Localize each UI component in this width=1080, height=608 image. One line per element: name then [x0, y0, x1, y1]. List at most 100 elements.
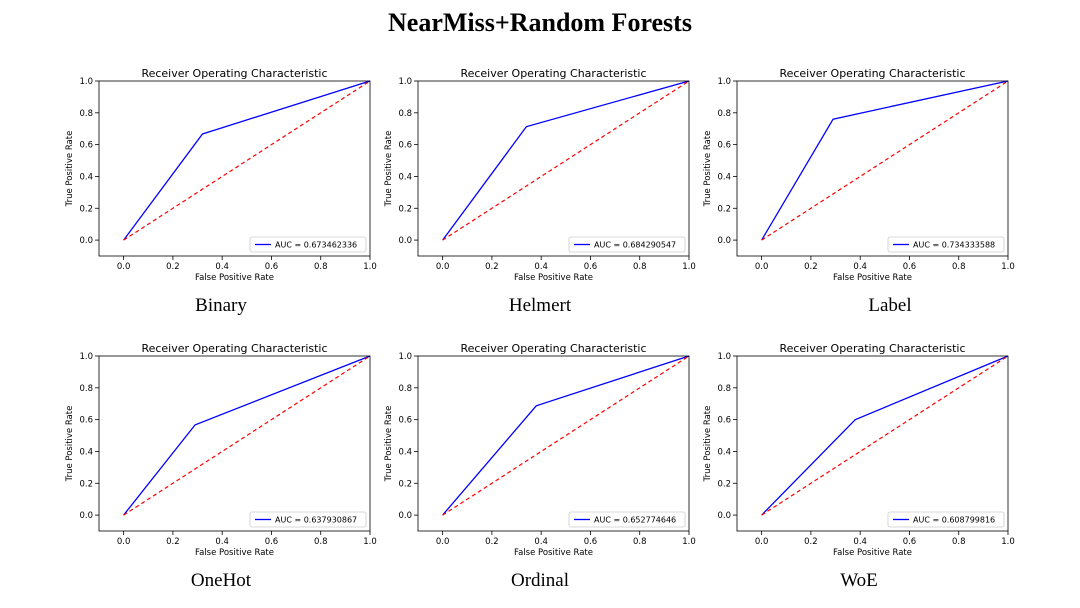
chart-title: Receiver Operating Characteristic [779, 67, 965, 80]
roc-panel-ordinal: Receiver Operating Characteristic 0.0 0.2 0… [379, 341, 709, 558]
roc-curve-line [442, 80, 690, 241]
x-axis-label: False Positive Rate [514, 273, 593, 283]
x-tick-label: 0.6 [903, 262, 917, 272]
legend-entry: AUC = 0.673462336 [275, 241, 357, 250]
y-tick-label: 0.6 [717, 416, 731, 426]
x-axis-label: False Positive Rate [514, 548, 593, 558]
chart-title: Receiver Operating Characteristic [460, 342, 646, 355]
roc-panel-woe: Receiver Operating Characteristic 0.0 0.2 0… [698, 341, 1028, 558]
x-tick-label: 1.0 [682, 262, 696, 272]
y-axis-label: True Positive Rate [703, 131, 713, 208]
plot-frame [736, 355, 1009, 532]
caption-helmert: Helmert [508, 295, 572, 316]
legend-box [887, 236, 1005, 253]
y-tick-label: 0.8 [398, 384, 412, 394]
roc-panel-label: Receiver Operating Characteristic 0.0 0.2 0… [698, 66, 1028, 283]
roc-chart-ordinal: Receiver Operating Characteristic 0.0 0.2 0… [384, 342, 696, 558]
x-tick-label: 0.0 [755, 262, 769, 272]
roc-panel-onehot: Receiver Operating Characteristic 0.0 0.2 0… [60, 341, 390, 558]
x-tick-label: 0.8 [952, 537, 966, 547]
y-tick-label: 0.8 [398, 109, 412, 119]
x-tick-label: 1.0 [1001, 537, 1015, 547]
roc-panel-helmert: Receiver Operating Characteristic 0.0 0.2 0… [379, 66, 709, 283]
y-tick-label: 0.8 [79, 384, 93, 394]
random-baseline-line [761, 355, 1009, 516]
legend-entry: AUC = 0.608799816 [913, 516, 995, 525]
random-baseline-line [442, 355, 690, 516]
legend-entry: AUC = 0.684290547 [594, 241, 676, 250]
plot-frame [417, 80, 690, 257]
page-title: NearMiss+Random Forests [388, 8, 692, 37]
y-tick-label: 1.0 [79, 352, 93, 362]
x-tick-label: 0.2 [485, 537, 499, 547]
legend-box [568, 511, 686, 528]
x-tick-label: 1.0 [1001, 262, 1015, 272]
x-tick-label: 0.0 [436, 537, 450, 547]
x-tick-label: 1.0 [682, 537, 696, 547]
x-tick-label: 0.2 [166, 262, 180, 272]
x-tick-label: 0.4 [534, 262, 548, 272]
random-baseline-line [442, 80, 690, 241]
y-tick-label: 1.0 [717, 77, 731, 87]
x-axis-label: False Positive Rate [833, 273, 912, 283]
x-tick-label: 0.2 [166, 537, 180, 547]
y-tick-label: 0.4 [398, 447, 412, 457]
y-axis-label: True Positive Rate [65, 406, 75, 483]
roc-curve-line [123, 80, 371, 241]
y-tick-label: 0.2 [79, 204, 93, 214]
y-tick-label: 0.2 [717, 479, 731, 489]
y-tick-label: 0.6 [398, 141, 412, 151]
x-tick-label: 0.6 [903, 537, 917, 547]
plot-frame [736, 80, 1009, 257]
x-tick-label: 0.4 [534, 537, 548, 547]
caption-binary: Binary [195, 295, 247, 316]
random-baseline-line [761, 80, 1009, 241]
x-axis-label: False Positive Rate [195, 273, 274, 283]
legend-box [249, 511, 367, 528]
x-tick-label: 0.2 [804, 262, 818, 272]
y-tick-label: 0.4 [398, 172, 412, 182]
y-tick-label: 0.4 [79, 447, 93, 457]
roc-curve-line [761, 355, 1009, 516]
y-tick-label: 0.0 [717, 236, 731, 246]
roc-chart-helmert: Receiver Operating Characteristic 0.0 0.2 0… [384, 67, 696, 283]
chart-title: Receiver Operating Characteristic [141, 67, 327, 80]
y-tick-label: 0.6 [79, 416, 93, 426]
legend-box [249, 236, 367, 253]
roc-chart-label: Receiver Operating Characteristic 0.0 0.2 0… [703, 67, 1015, 283]
x-axis-label: False Positive Rate [195, 548, 274, 558]
x-tick-label: 1.0 [363, 537, 377, 547]
y-tick-label: 0.0 [717, 511, 731, 521]
legend-box [887, 511, 1005, 528]
y-axis-label: True Positive Rate [703, 406, 713, 483]
caption-onehot: OneHot [190, 570, 252, 591]
x-tick-label: 0.4 [215, 262, 229, 272]
y-tick-label: 0.4 [717, 447, 731, 457]
roc-chart-onehot: Receiver Operating Characteristic 0.0 0.2 0… [65, 342, 377, 558]
legend-entry: AUC = 0.652774646 [594, 516, 676, 525]
y-tick-label: 0.0 [79, 511, 93, 521]
x-tick-label: 0.8 [633, 262, 647, 272]
y-tick-label: 0.8 [717, 384, 731, 394]
x-tick-label: 0.0 [117, 262, 131, 272]
y-tick-label: 0.6 [79, 141, 93, 151]
caption-ordinal: Ordinal [510, 570, 570, 591]
y-tick-label: 0.2 [398, 204, 412, 214]
x-tick-label: 0.2 [485, 262, 499, 272]
y-tick-label: 1.0 [398, 77, 412, 87]
y-tick-label: 0.8 [717, 109, 731, 119]
plot-frame [98, 355, 371, 532]
legend-box [568, 236, 686, 253]
legend-entry: AUC = 0.734333588 [913, 241, 995, 250]
x-tick-label: 0.4 [853, 537, 867, 547]
y-tick-label: 0.6 [717, 141, 731, 151]
x-tick-label: 0.8 [314, 537, 328, 547]
chart-title: Receiver Operating Characteristic [460, 67, 646, 80]
x-tick-label: 0.2 [804, 537, 818, 547]
chart-title: Receiver Operating Characteristic [779, 342, 965, 355]
x-tick-label: 0.6 [584, 537, 598, 547]
y-axis-label: True Positive Rate [384, 406, 394, 483]
roc-curve-line [442, 355, 690, 516]
x-tick-label: 0.0 [117, 537, 131, 547]
plot-frame [98, 80, 371, 257]
